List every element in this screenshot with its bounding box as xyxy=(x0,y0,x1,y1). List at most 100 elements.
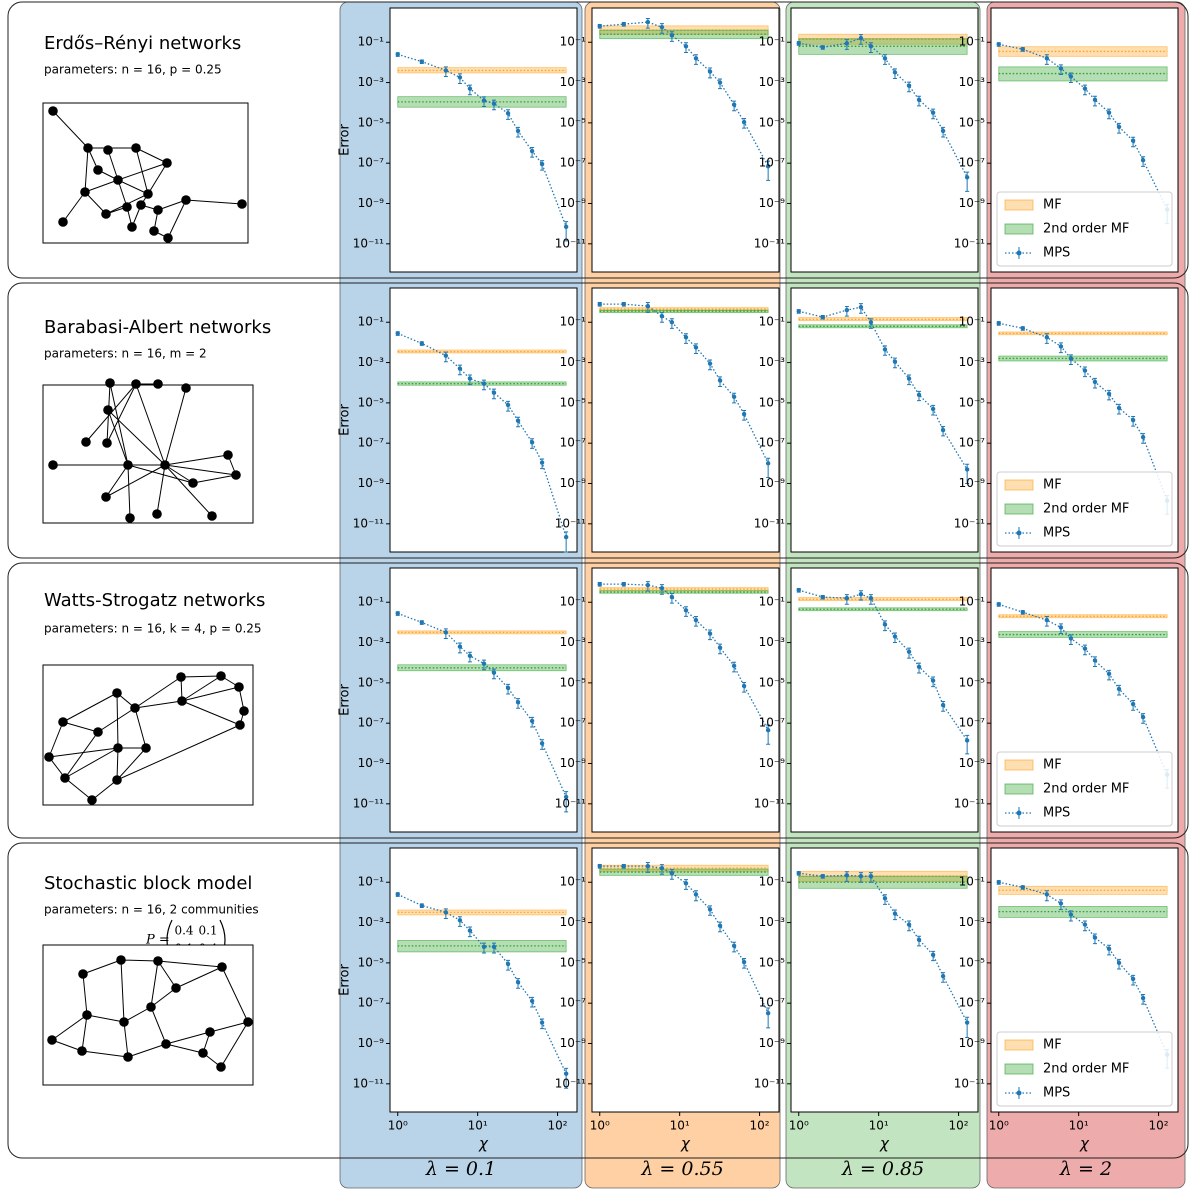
network-node xyxy=(83,143,93,153)
mps-point xyxy=(669,33,675,38)
x-tick-label: 10⁰ xyxy=(388,1119,408,1133)
network-edge xyxy=(64,777,93,801)
mps-line xyxy=(397,53,567,228)
network-frame xyxy=(42,664,254,806)
x-tick-label: 10¹ xyxy=(670,1119,690,1133)
network-frame xyxy=(42,102,249,244)
mps-point xyxy=(505,685,511,691)
network-node xyxy=(116,955,126,965)
mps-point xyxy=(858,35,864,41)
mps-point xyxy=(1106,110,1112,115)
network-edge xyxy=(123,1021,129,1058)
network-node xyxy=(47,1035,57,1045)
y-tick-label: 10⁻¹¹ xyxy=(754,516,785,530)
y-tick-label: 10⁻⁵ xyxy=(759,115,786,129)
mps-point xyxy=(1130,976,1136,982)
mps-point xyxy=(1068,912,1074,917)
network-node xyxy=(198,1048,208,1058)
y-tick-label: 10⁻⁷ xyxy=(560,156,587,170)
legend-box xyxy=(996,191,1173,267)
mps-point xyxy=(1092,658,1098,663)
x-tick-label: 10¹ xyxy=(468,1119,488,1133)
network-edge xyxy=(147,162,168,195)
x-tick-label: 10⁰ xyxy=(789,1119,809,1133)
row-title: Watts-Strogatz networks xyxy=(44,590,265,611)
network-edge xyxy=(48,747,119,758)
panel: 10⁻¹ 10⁻³ 10⁻⁵ 10⁻⁷ 10⁻⁹ 10⁻¹¹ xyxy=(754,7,979,273)
network-node xyxy=(131,143,141,153)
legend-label: MPS xyxy=(1043,246,1070,261)
network-edge xyxy=(167,199,187,239)
mps-point xyxy=(796,587,801,593)
network-edge xyxy=(51,1039,83,1052)
mps-point xyxy=(515,979,521,985)
network-node xyxy=(153,956,163,966)
network-node xyxy=(207,511,217,521)
x-tick-label: 10⁰ xyxy=(590,1119,610,1133)
y-tick-label: 10⁻⁹ xyxy=(759,1036,786,1050)
y-tick-label: 10⁻¹ xyxy=(959,35,986,49)
network-node xyxy=(103,145,113,155)
mps-point xyxy=(597,23,602,29)
column-label: λ = 2 xyxy=(1059,1158,1112,1180)
network-node xyxy=(143,189,153,199)
matrix-entry: 0.1 xyxy=(198,924,217,938)
y-tick-label: 10⁻¹¹ xyxy=(754,796,785,810)
y-tick-label: 10⁻¹ xyxy=(560,315,587,329)
legend-label: 2nd order MF xyxy=(1043,1062,1129,1077)
network-edge xyxy=(165,1031,211,1045)
y-tick-label: 10⁻¹ xyxy=(358,35,385,49)
panel: 10⁻¹ 10⁻³ 10⁻⁵ 10⁻⁷ 10⁻⁹ 10⁻¹¹ Error xyxy=(338,567,578,833)
y-tick-label: 10⁻¹¹ xyxy=(555,516,586,530)
mps-point xyxy=(529,998,535,1004)
legend-swatch xyxy=(1004,1039,1034,1051)
x-axis-label: χ xyxy=(879,1135,890,1153)
y-tick-label: 10⁻¹ xyxy=(358,595,385,609)
y-tick-label: 10⁻⁷ xyxy=(759,716,786,730)
mps-point xyxy=(1106,671,1112,677)
x-tick-label: 10² xyxy=(1149,1119,1169,1133)
plot-area xyxy=(389,567,578,833)
mps-point xyxy=(820,594,826,600)
y-tick-label: 10⁻¹¹ xyxy=(954,236,985,250)
mps-point xyxy=(443,68,449,73)
network-edge xyxy=(116,747,119,781)
network-node xyxy=(112,775,122,785)
network-edge xyxy=(86,1014,125,1023)
mps-point xyxy=(1058,625,1064,630)
row-title: Barabasi-Albert networks xyxy=(44,317,271,338)
y-tick-label: 10⁻¹¹ xyxy=(353,796,384,810)
y-tick-label: 10⁻¹¹ xyxy=(555,796,586,810)
mps-point xyxy=(505,402,511,408)
y-tick-label: 10⁻⁵ xyxy=(759,395,786,409)
network-edge xyxy=(127,464,131,519)
mps-point xyxy=(1082,646,1088,651)
x-axis-label: χ xyxy=(1079,1135,1090,1153)
network-node xyxy=(113,743,123,753)
network-node xyxy=(122,202,132,212)
mps-point xyxy=(1020,610,1026,615)
y-tick-label: 10⁻⁷ xyxy=(959,156,986,170)
y-tick-label: 10⁻⁹ xyxy=(560,196,587,210)
y-tick-label: 10⁻⁹ xyxy=(358,476,385,490)
mps-point xyxy=(491,670,497,675)
mps-point xyxy=(892,634,898,639)
network-node xyxy=(181,383,191,393)
y-tick-label: 10⁻⁵ xyxy=(560,395,587,409)
y-tick-label: 10⁻¹¹ xyxy=(555,1076,586,1090)
y-tick-label: 10⁻⁵ xyxy=(358,955,385,969)
y-tick-label: 10⁻¹ xyxy=(560,595,587,609)
network-node xyxy=(80,187,90,197)
mps-point xyxy=(916,392,922,398)
network-node xyxy=(171,983,181,993)
panel: 10⁻¹ 10⁻³ 10⁻⁵ 10⁻⁷ 10⁻⁹ 10⁻¹¹ Error xyxy=(338,287,578,553)
network-node xyxy=(87,795,97,805)
mps-point xyxy=(1092,935,1098,940)
network-edge xyxy=(220,1021,249,1068)
mps-point xyxy=(1082,86,1088,91)
mps-point xyxy=(1044,892,1050,897)
network-edge xyxy=(134,707,147,749)
network-edge xyxy=(120,959,125,1023)
network-node xyxy=(239,706,249,716)
y-tick-label: 10⁻⁷ xyxy=(560,436,587,450)
